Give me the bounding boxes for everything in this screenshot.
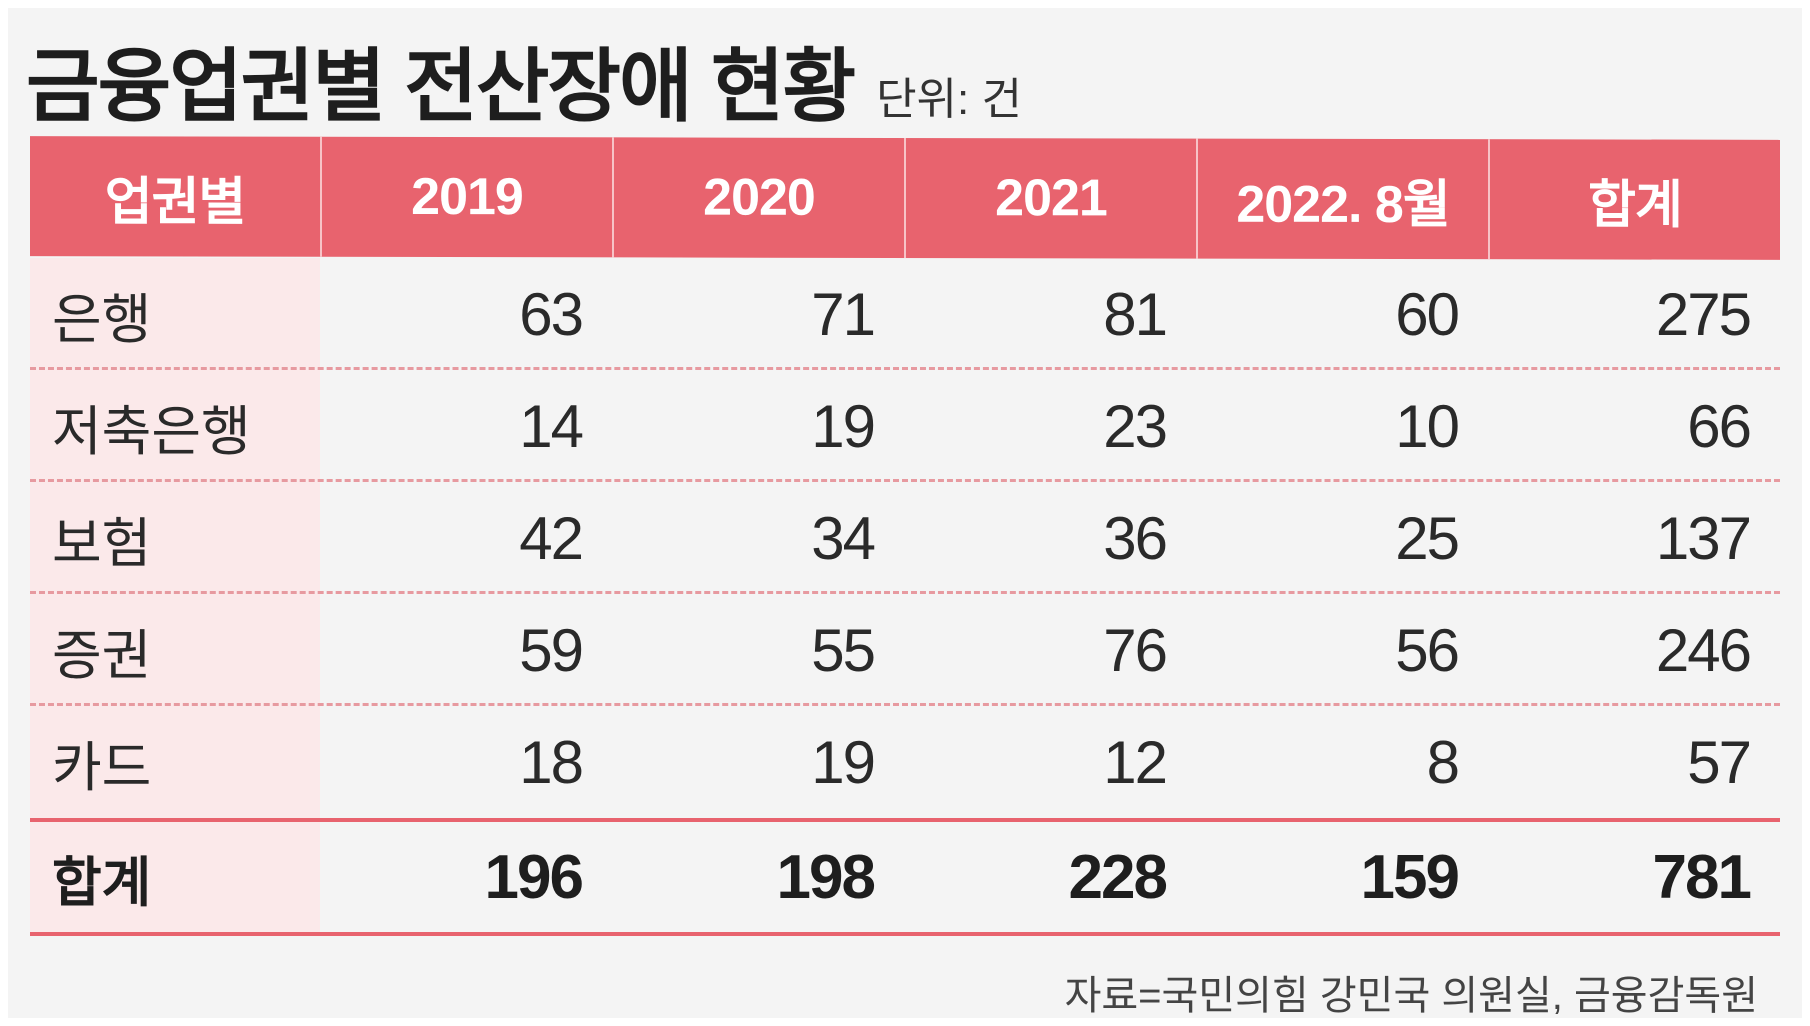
table-cell: 14 xyxy=(519,392,584,460)
row-divider xyxy=(30,479,1780,482)
row-label: 증권 xyxy=(52,625,152,686)
table-cell: 10 xyxy=(1395,392,1460,460)
row-label: 카드 xyxy=(52,737,152,798)
column-header-0: 업권별 xyxy=(104,172,246,232)
total-cell: 196 xyxy=(484,842,584,912)
table-row: 보험 42 34 36 25 137 xyxy=(30,482,1780,594)
infographic-canvas: 금융업권별 전산장애 현황 단위: 건 업권별 2019 2020 2021 2022.… xyxy=(8,8,1802,1018)
column-header-4: 2022. 8월 xyxy=(1196,138,1488,260)
table-cell: 56 xyxy=(1395,616,1460,684)
total-cell: 198 xyxy=(776,842,876,912)
table-cell: 42 xyxy=(519,504,584,572)
column-header-2: 2020 xyxy=(612,137,904,258)
total-row: 합계 196 198 228 159 781 xyxy=(30,818,1780,936)
table-cell: 59 xyxy=(519,616,584,684)
table-cell: 60 xyxy=(1395,280,1460,348)
table-cell: 137 xyxy=(1655,504,1752,572)
row-label: 보험 xyxy=(52,513,152,574)
row-divider xyxy=(30,703,1780,706)
total-cell: 781 xyxy=(1652,842,1752,912)
column-header-3: 2021 xyxy=(904,137,1196,259)
row-label: 저축은행 xyxy=(52,401,251,462)
row-divider xyxy=(30,591,1780,594)
table-row: 카드 18 19 12 8 57 xyxy=(30,706,1780,818)
total-cell: 228 xyxy=(1068,842,1168,912)
data-table: 업권별 2019 2020 2021 2022. 8월 합계 은행 63 71 81 60 275 저… xyxy=(30,136,1780,936)
table-cell: 18 xyxy=(519,728,584,796)
total-label: 합계 xyxy=(52,852,152,913)
table-cell: 71 xyxy=(811,280,876,348)
row-divider xyxy=(30,367,1780,370)
table-cell: 23 xyxy=(1103,392,1168,460)
table-cell: 19 xyxy=(811,728,876,796)
table-cell: 63 xyxy=(519,280,584,348)
table-cell: 8 xyxy=(1426,728,1460,796)
table-header: 업권별 2019 2020 2021 2022. 8월 합계 xyxy=(30,136,1780,260)
row-label: 은행 xyxy=(52,289,152,350)
table-cell: 55 xyxy=(811,616,876,684)
chart-title: 금융업권별 전산장애 현황 xyxy=(26,42,856,131)
table-cell: 19 xyxy=(811,392,876,460)
unit-label: 단위: 건 xyxy=(876,75,1022,124)
table-row: 증권 59 55 76 56 246 xyxy=(30,594,1780,706)
total-cell: 159 xyxy=(1360,842,1460,912)
table-cell: 34 xyxy=(811,504,876,572)
table-cell: 66 xyxy=(1687,392,1752,460)
table-cell: 12 xyxy=(1103,728,1168,796)
table-cell: 25 xyxy=(1395,504,1460,572)
table-cell: 57 xyxy=(1687,728,1752,796)
table-body: 은행 63 71 81 60 275 저축은행 14 19 23 10 66 보험 42 34 36 25 137… xyxy=(30,258,1780,936)
column-header-1: 2019 xyxy=(320,136,612,258)
table-cell: 275 xyxy=(1655,280,1752,348)
column-header-5: 합계 xyxy=(1488,139,1780,260)
row-label-background xyxy=(30,258,320,936)
source-note: 자료=국민의힘 강민국 의원실, 금융감독원 xyxy=(1064,974,1758,1018)
title-row: 금융업권별 전산장애 현황 단위: 건 xyxy=(26,22,1022,138)
table-cell: 81 xyxy=(1103,280,1168,348)
table-cell: 246 xyxy=(1655,616,1752,684)
table-cell: 76 xyxy=(1103,616,1168,684)
table-row: 은행 63 71 81 60 275 xyxy=(30,258,1780,370)
table-row: 저축은행 14 19 23 10 66 xyxy=(30,370,1780,482)
table-cell: 36 xyxy=(1103,504,1168,572)
